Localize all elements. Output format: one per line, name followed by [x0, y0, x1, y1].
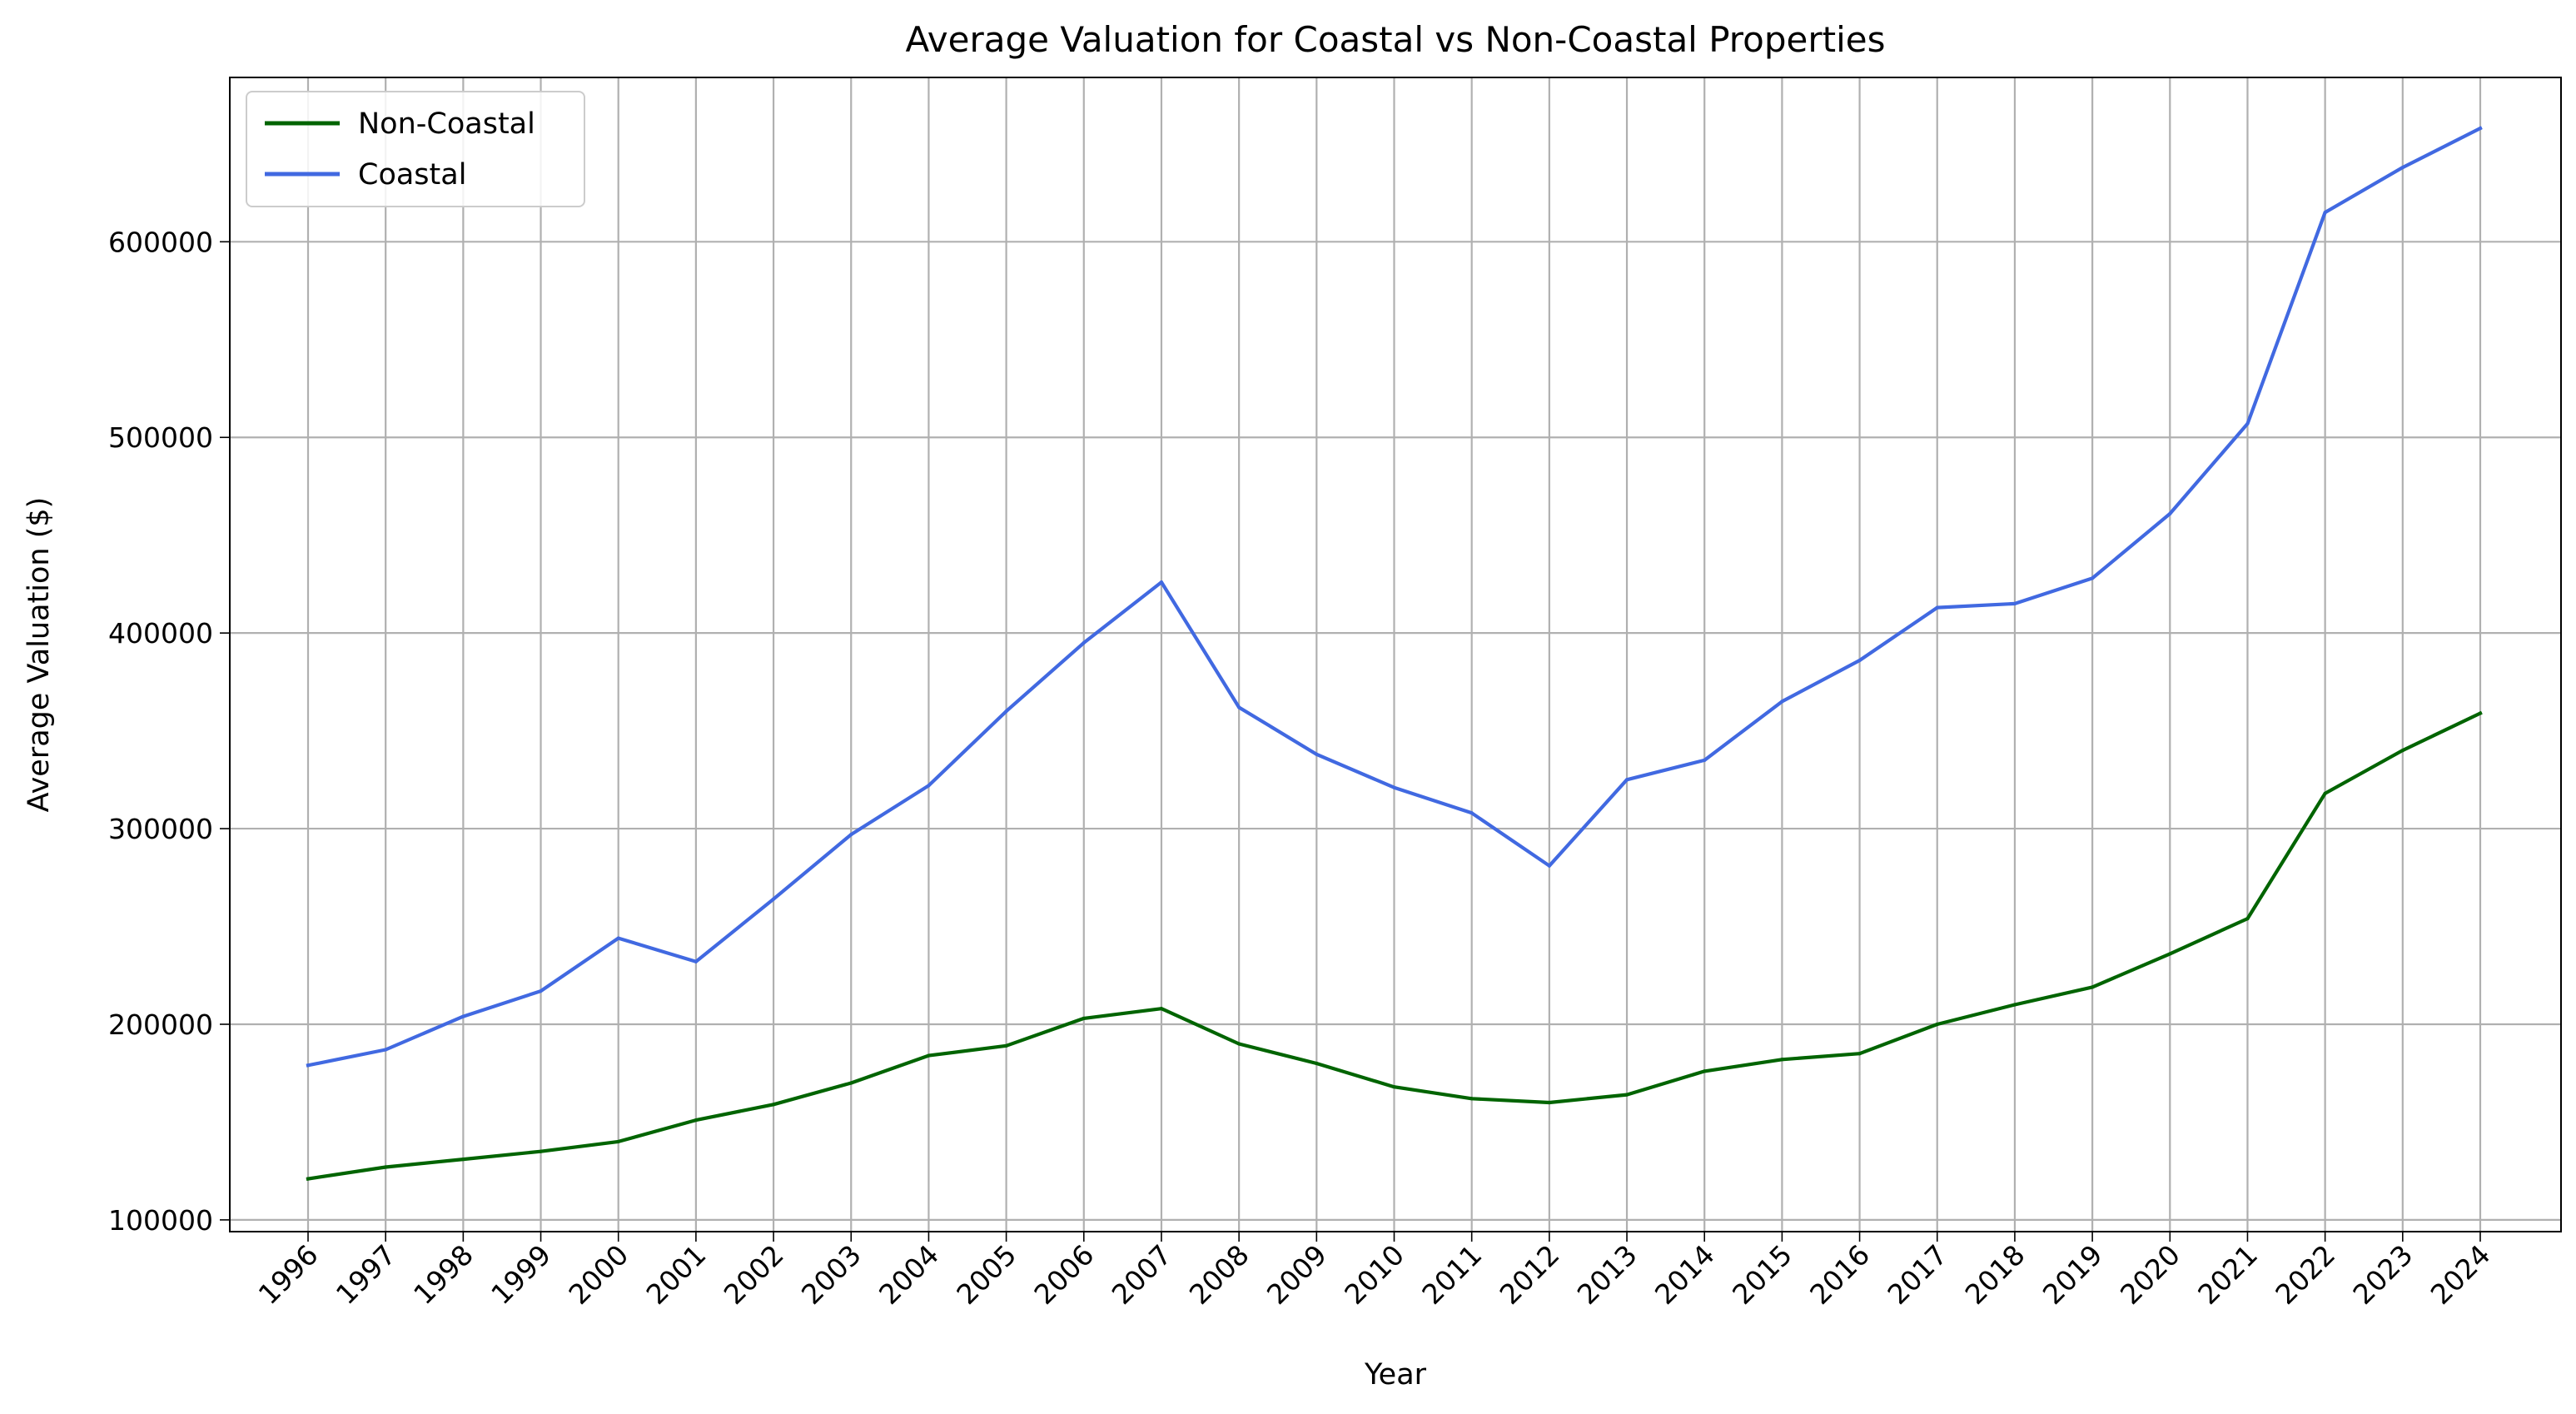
data-point-non-coastal: [616, 1139, 620, 1144]
data-point-non-coastal: [849, 1081, 853, 1085]
data-point-coastal: [1703, 758, 1707, 762]
data-point-non-coastal: [1315, 1061, 1319, 1066]
chart-title: Average Valuation for Coastal vs Non-Coa…: [906, 19, 1886, 60]
data-point-coastal: [2012, 601, 2017, 606]
data-point-coastal: [384, 1048, 388, 1052]
data-point-non-coastal: [2245, 917, 2250, 921]
data-point-non-coastal: [384, 1165, 388, 1169]
y-tick-label: 400000: [108, 617, 213, 650]
data-point-coastal: [849, 833, 853, 837]
data-point-coastal: [2400, 165, 2404, 170]
data-point-coastal: [771, 897, 776, 901]
data-point-coastal: [2478, 126, 2483, 131]
data-point-non-coastal: [461, 1157, 465, 1162]
data-point-coastal: [1935, 605, 1939, 610]
data-point-coastal: [1004, 709, 1008, 714]
data-point-coastal: [616, 936, 620, 940]
data-point-coastal: [2323, 210, 2327, 215]
data-point-coastal: [306, 1063, 311, 1068]
data-point-coastal: [694, 959, 698, 963]
data-point-coastal: [2091, 576, 2095, 580]
x-axis-label: Year: [1364, 1358, 1427, 1392]
data-point-coastal: [2168, 511, 2172, 515]
data-point-coastal: [539, 988, 543, 993]
data-point-non-coastal: [927, 1053, 931, 1058]
data-point-coastal: [1392, 785, 1396, 789]
data-point-non-coastal: [1392, 1085, 1396, 1089]
y-tick-label: 300000: [108, 813, 213, 845]
data-point-non-coastal: [1703, 1069, 1707, 1073]
data-point-non-coastal: [1780, 1058, 1784, 1062]
series-lines: [306, 126, 2483, 1181]
data-point-non-coastal: [771, 1103, 776, 1107]
y-axis-label: Average Valuation ($): [22, 497, 56, 813]
data-point-non-coastal: [2323, 791, 2327, 795]
grid: [230, 77, 2561, 1232]
data-point-coastal: [1315, 752, 1319, 756]
data-point-non-coastal: [1237, 1042, 1241, 1046]
data-point-non-coastal: [2400, 749, 2404, 753]
data-point-coastal: [2245, 421, 2250, 426]
y-tick-label: 200000: [108, 1008, 213, 1041]
plot-frame: [229, 77, 2562, 1232]
data-point-non-coastal: [306, 1177, 311, 1181]
y-tick-label: 100000: [108, 1204, 213, 1237]
data-point-coastal: [927, 784, 931, 788]
data-point-coastal: [1547, 864, 1551, 868]
data-point-coastal: [1159, 580, 1164, 585]
data-point-coastal: [461, 1014, 465, 1018]
data-point-coastal: [1470, 811, 1474, 815]
data-point-non-coastal: [694, 1118, 698, 1123]
legend-box: [246, 91, 585, 207]
data-point-coastal: [1237, 705, 1241, 709]
data-point-non-coastal: [2168, 952, 2172, 956]
legend: Non-Coastal Coastal: [246, 91, 585, 207]
data-point-non-coastal: [1004, 1043, 1008, 1048]
data-point-non-coastal: [1159, 1007, 1164, 1011]
y-tick-label: 500000: [108, 421, 213, 454]
data-point-non-coastal: [1935, 1022, 1939, 1027]
data-point-non-coastal: [1857, 1052, 1862, 1056]
y-tick-label: 600000: [108, 226, 213, 258]
data-point-non-coastal: [1470, 1097, 1474, 1101]
data-point-coastal: [1624, 778, 1629, 782]
data-point-non-coastal: [2012, 1003, 2017, 1007]
data-point-non-coastal: [1624, 1093, 1629, 1097]
data-point-non-coastal: [2478, 711, 2483, 715]
data-point-non-coastal: [1082, 1016, 1086, 1021]
data-point-coastal: [1082, 640, 1086, 645]
data-point-non-coastal: [2091, 985, 2095, 989]
y-axis-ticks: 100000 200000 300000 400000 500000 600000: [108, 226, 230, 1237]
legend-label-coastal: Coastal: [358, 158, 466, 192]
data-point-coastal: [1780, 700, 1784, 704]
legend-label-non-coastal: Non-Coastal: [358, 107, 535, 141]
data-point-non-coastal: [539, 1149, 543, 1153]
data-point-non-coastal: [1547, 1100, 1551, 1105]
data-point-coastal: [1857, 658, 1862, 663]
